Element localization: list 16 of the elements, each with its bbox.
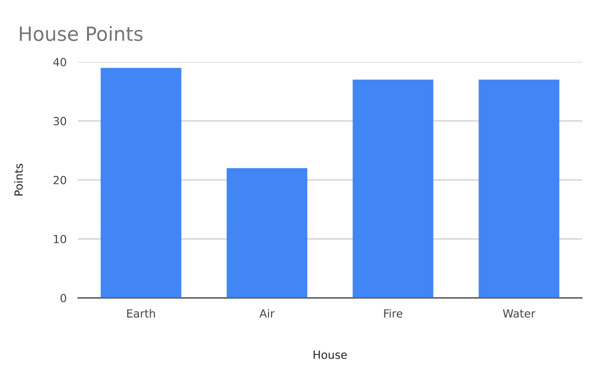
bar [352,80,434,298]
bar [226,168,308,298]
y-tick-label: 10 [54,234,66,244]
x-tick-label: Water [502,309,536,318]
x-tick-label: Air [259,309,275,318]
y-tick-label: 0 [60,294,66,302]
bar [478,80,560,298]
chart-title: House Points [20,26,143,42]
y-axis-title: Points [14,164,23,196]
y-tick-label: 30 [54,116,66,126]
bar [100,68,182,298]
y-tick-label: 20 [54,176,66,184]
x-tick-label: Fire [384,309,402,318]
x-axis-title: House [314,350,347,359]
x-tick-label: Earth [127,309,155,318]
y-tick-label: 40 [53,58,66,66]
